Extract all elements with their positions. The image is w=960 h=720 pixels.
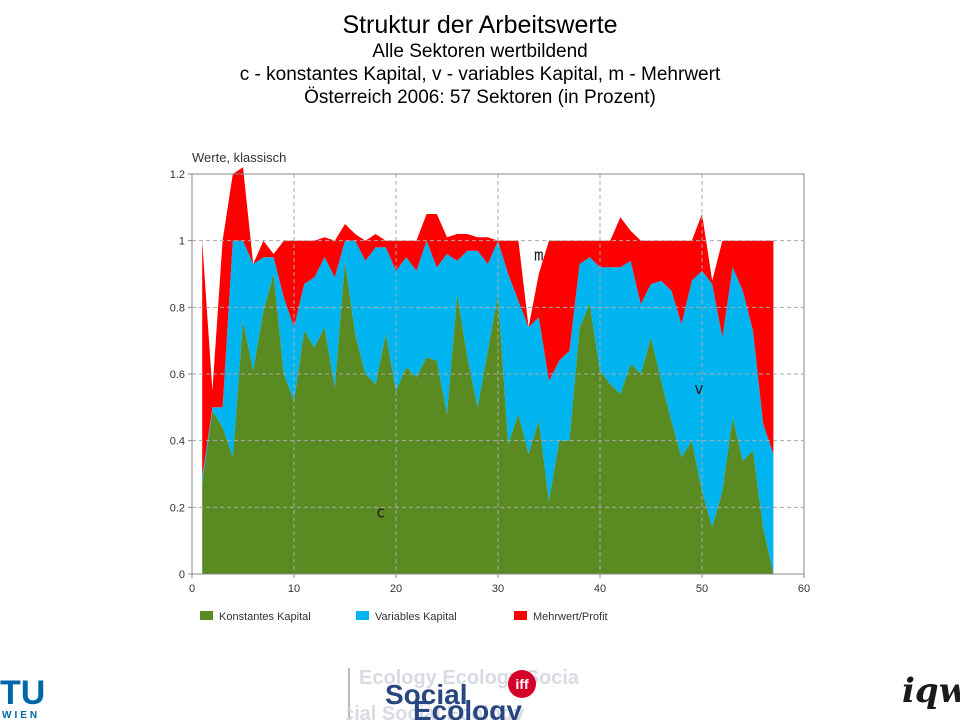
annotation-v: v: [694, 379, 704, 398]
social-ecology-logo: Ecology Ecology Socia cial Social Ecolog…: [347, 668, 677, 720]
legend-label-2: Mehrwert/Profit: [533, 611, 608, 623]
iff-text: iff: [515, 676, 529, 692]
annotations: m v c: [376, 246, 704, 522]
area-chart: Werte, klassisch 0 0.2 0.4 0.6 0.8 1 1.2 0 10 20 3…: [150, 140, 820, 640]
legend-swatch-0: [200, 611, 213, 620]
iqw-logo: iqw: [902, 671, 960, 711]
annotation-m: m: [534, 246, 544, 265]
subtitle-line-1: Alle Sektoren wertbildend: [372, 41, 588, 62]
y-tick-label-3: 0.6: [170, 369, 185, 381]
social-text: Social: [385, 679, 467, 710]
x-tick-label-1: 10: [288, 583, 300, 595]
iqw-text: iqw: [902, 671, 960, 711]
area-series-1: [202, 240, 774, 574]
x-tick-label-4: 40: [594, 583, 606, 595]
x-tick-label-0: 0: [189, 583, 195, 595]
area-series-0: [202, 260, 774, 574]
legend-swatch-2: [514, 611, 527, 620]
y-tick-label-6: 1.2: [170, 169, 185, 181]
x-tick-label-5: 50: [696, 583, 708, 595]
tu-wien-text: WIEN: [2, 710, 40, 720]
y-tick-label-5: 1: [179, 236, 185, 248]
legend: Konstantes Kapital Variables Kapital Mehrw…: [200, 611, 608, 623]
legend-swatch-1: [356, 611, 369, 620]
subtitle-line-3: Österreich 2006: 57 Sektoren (in Prozent…: [304, 87, 656, 108]
subtitle-line-2: c - konstantes Kapital, v - variables Ka…: [239, 64, 721, 85]
y-tick-label-0: 0: [179, 569, 185, 581]
y-tick-label-4: 0.8: [170, 302, 185, 314]
annotation-c: c: [376, 502, 386, 521]
y-tick-label-1: 0.2: [170, 502, 185, 514]
tu-wien-logo: TU WIEN: [0, 674, 45, 720]
legend-label-1: Variables Kapital: [375, 611, 457, 623]
x-tick-label-6: 60: [798, 583, 810, 595]
background-lettering-2: cial Social Ecology: [347, 703, 525, 720]
slide-title: Struktur der Arbeitswerte: [342, 11, 618, 39]
chart-title: Werte, klassisch: [192, 150, 286, 165]
legend-label-0: Konstantes Kapital: [219, 611, 311, 623]
x-tick-label-3: 30: [492, 583, 504, 595]
tu-logo-text: TU: [0, 674, 45, 712]
iff-badge: [508, 670, 536, 698]
axes: 0 0.2 0.4 0.6 0.8 1 1.2 0 10 20 30 40 50 60: [170, 169, 810, 595]
y-tick-label-2: 0.4: [170, 436, 185, 448]
area-series-2: [202, 167, 774, 478]
ecology-text: Ecology: [413, 695, 522, 720]
x-tick-label-2: 20: [390, 583, 402, 595]
title-block: Struktur der Arbeitswerte Alle Sektoren …: [0, 10, 960, 109]
stacked-areas: [202, 167, 774, 574]
